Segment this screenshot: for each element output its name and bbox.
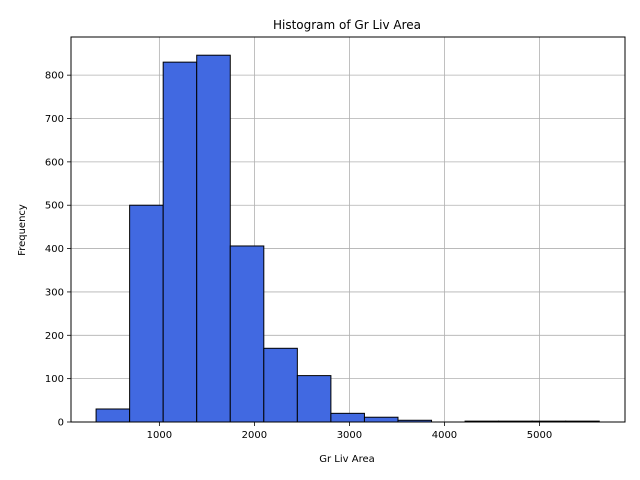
x-tick-label: 3000	[337, 430, 362, 441]
histogram-bar	[330, 412, 365, 423]
histogram-bar	[129, 204, 164, 423]
x-tick-label: 4000	[432, 430, 457, 441]
y-tick-label: 500	[45, 201, 64, 212]
histogram-bar	[363, 416, 399, 423]
y-axis-label: Frequency	[17, 204, 28, 256]
histogram-bar	[296, 375, 332, 423]
x-tick-label: 2000	[242, 430, 267, 441]
y-tick-label: 600	[45, 157, 64, 168]
y-tick-label: 200	[45, 331, 64, 342]
y-tick-label: 400	[45, 244, 64, 255]
x-tick-label: 1000	[147, 430, 172, 441]
y-tick-label: 300	[45, 287, 64, 298]
histogram-bar	[162, 61, 198, 423]
y-tick-label: 700	[45, 114, 64, 125]
y-tick-label: 800	[45, 71, 64, 82]
histogram-bar	[95, 408, 131, 423]
y-tick-label: 100	[45, 374, 64, 385]
plot-frame	[70, 36, 626, 423]
x-tick-label: 5000	[527, 430, 552, 441]
x-axis-label: Gr Liv Area	[319, 454, 375, 465]
y-tick-label: 0	[58, 418, 64, 429]
x-axis-ticks: 1000 2000 3000 4000 5000	[147, 422, 552, 441]
histogram-bar	[229, 245, 265, 423]
bars-group	[95, 54, 600, 423]
histogram-bar	[263, 347, 298, 423]
histogram-bar	[196, 54, 231, 423]
chart-title: Histogram of Gr Liv Area	[273, 18, 421, 32]
y-axis-ticks: 0 100 200 300 400 500 600 700 800	[45, 71, 71, 429]
